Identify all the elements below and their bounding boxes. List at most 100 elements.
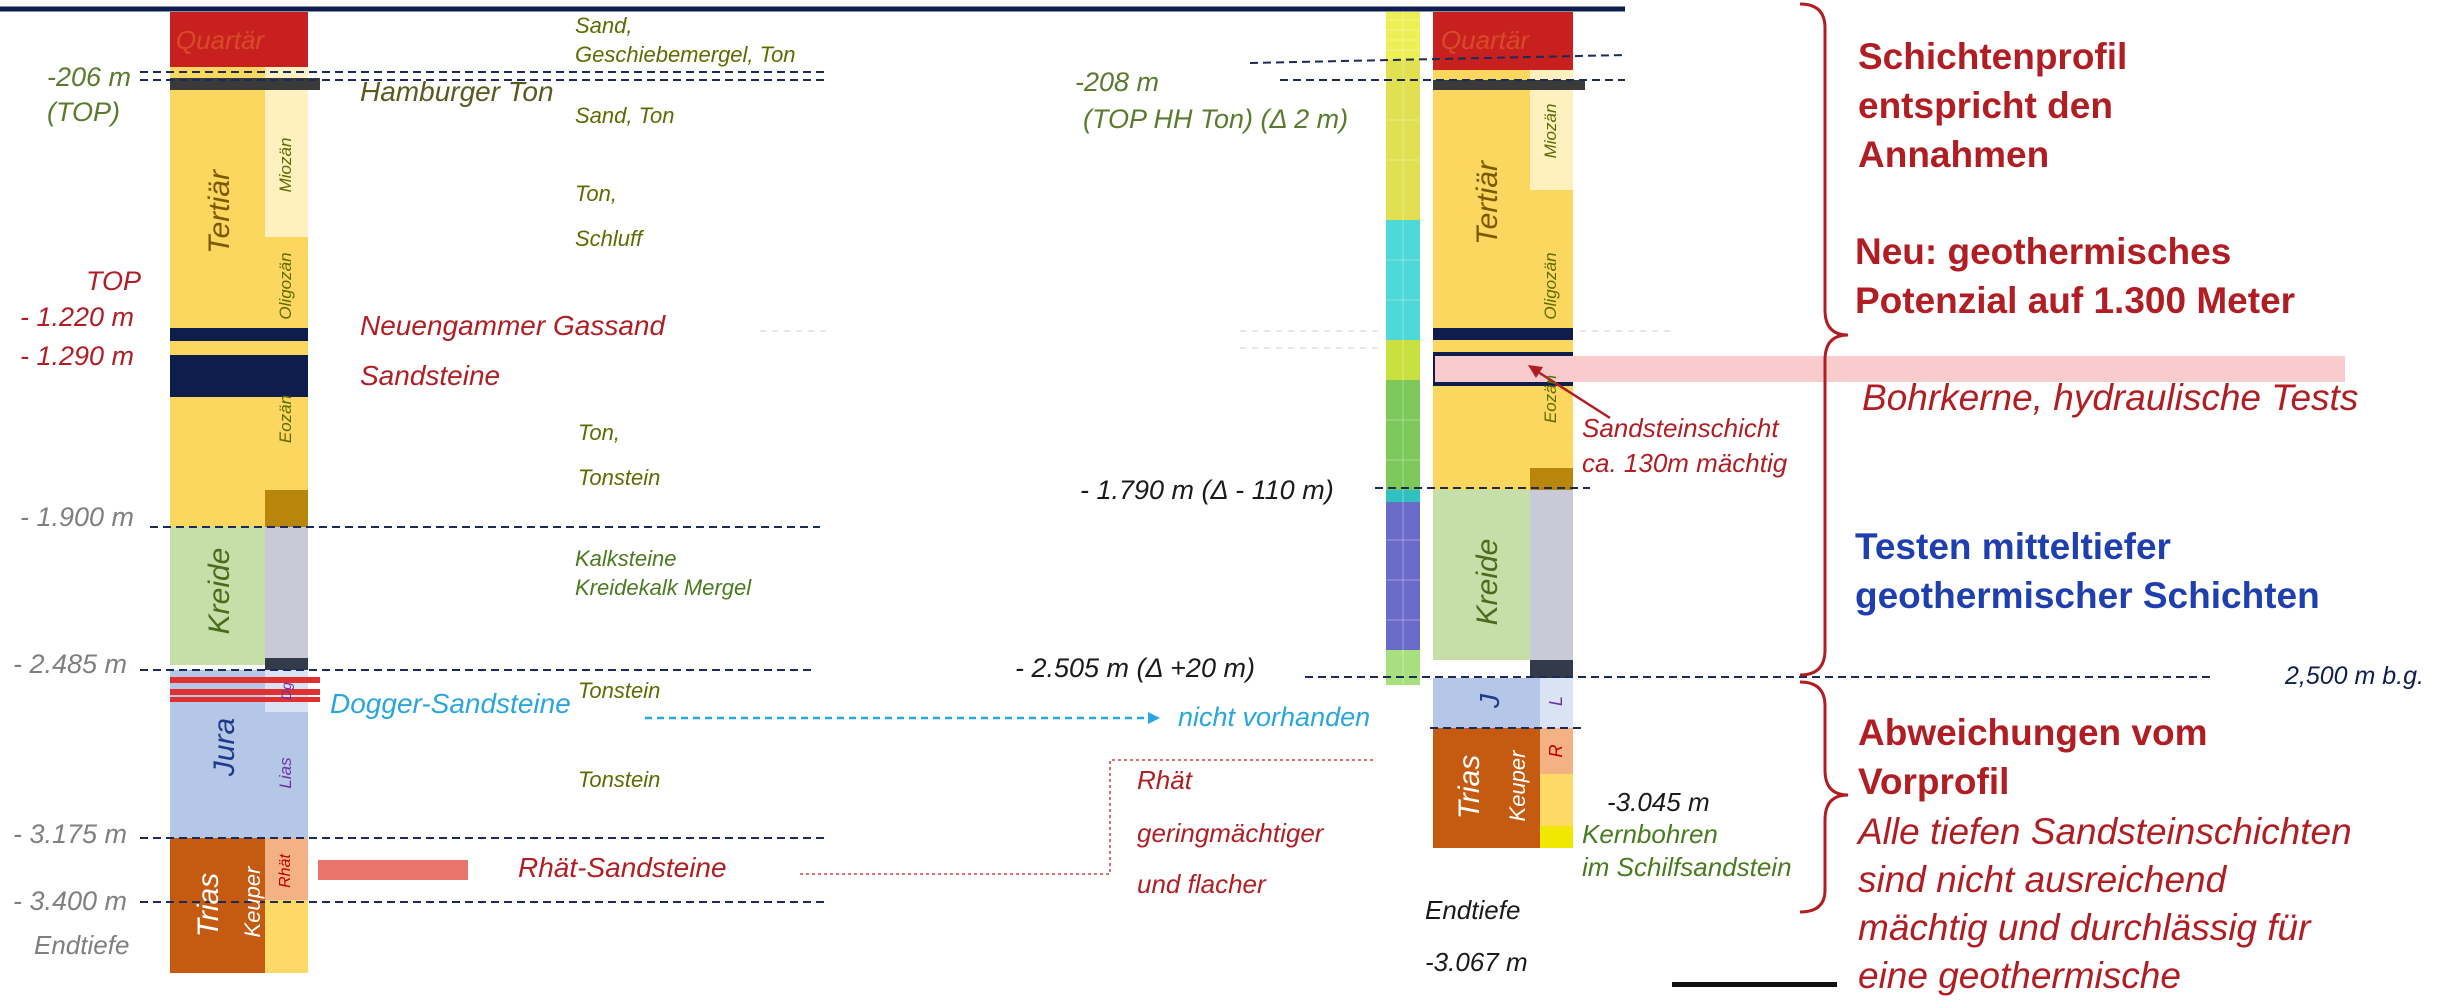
summary-heading-3: Testen mitteltiefer geothermischer Schic… [1855,523,2320,621]
left-depth-1900: - 1.900 m [20,502,135,532]
left-jura-label: Jura [208,717,241,777]
left-dogger-stripe-1 [170,677,320,683]
left-depth-2485: - 2.485 m [13,649,128,679]
summary-line-1: Schichtenprofil [1858,36,2128,77]
lith-sand-ton: Sand, Ton [575,103,675,128]
right-lias-label: L [1546,696,1566,707]
lith-kalksteine: Kalksteine [575,546,677,571]
lith-tonstein-1: Tonstein [578,465,661,490]
abweichungen-line-2: Vorprofil [1858,760,2010,802]
left-eozaen-label: Eozän [276,394,295,444]
sandstein-highlight-bar [1435,356,2345,382]
right-quartaer-label: Quartär [1440,25,1530,55]
sandsteinschicht-label: Sandsteinschicht [1582,413,1779,443]
right-quartaer-block [1433,12,1573,70]
right-endtiefe: Endtiefe [1425,895,1521,925]
right-eozaen-label: Eozän [1541,374,1560,424]
right-dashed-lines [1249,54,2210,729]
right-depth-2505: - 2.505 m (Δ +20 m) [1015,653,1255,683]
left-miozaen-label: Miozän [276,137,295,193]
left-kreide-base [265,658,308,670]
left-dogger-stripe-3 [170,697,320,702]
left-endtiefe: Endtiefe [34,930,130,960]
left-rhaet-block [265,838,308,900]
right-oligozaen-label: Oligozän [1541,252,1560,320]
lith-geschiebemergel: Geschiebemergel, Ton [575,42,796,67]
deviation-description: Alle tiefen Sandsteinschichten sind nich… [1858,808,2352,1000]
dogger-arrow-head [1148,712,1160,724]
well-log-strip [1386,12,1420,685]
kernbohren-label: Kernbohren [1582,819,1718,849]
right-rhaet-label: R [1546,744,1566,758]
rhaet-note-1: Rhät [1137,765,1192,795]
summary-heading-1: Schichtenprofil entspricht den Annahmen [1858,33,2127,179]
left-oligozaen-label: Oligozän [276,252,295,320]
sandstein-pointer-head [1528,365,1543,378]
sandstein-pointer-line [1534,368,1611,420]
right-depth-3067: -3.067 m [1425,947,1528,977]
abweichungen-line-1: Abweichungen vom [1858,712,2208,753]
bohrkerne-label: Bohrkerne, hydraulische Tests [1862,377,2359,418]
right-keuper-lower [1540,774,1573,826]
left-depth-206: -206 m [47,62,132,92]
lith-schluff: Schluff [575,226,643,251]
left-tertiaer-label: Tertiär [203,170,236,254]
deviation-line-4: eine geothermische [1858,955,2181,997]
lith-ton-2: Ton, [578,420,621,445]
left-depth-3400: - 3.400 m [13,886,128,916]
left-dashed-lines [140,71,825,903]
right-depth-1790: - 1.790 m (Δ - 110 m) [1080,475,1334,505]
right-gassand-band [1433,328,1573,340]
left-column [170,12,320,973]
right-eozaen-marker [1530,468,1573,490]
bottom-black-bar [1672,982,1837,987]
testen-line-2: geothermischer Schichten [1855,574,2320,616]
right-top-hh-ton: (TOP HH Ton) (Δ 2 m) [1083,104,1349,134]
right-kreide-epoch [1530,490,1573,660]
deviation-line-1: Alle tiefen Sandsteinschichten [1858,811,2352,852]
lith-tonstein-2: Tonstein [578,678,661,703]
rhaet-note-3: und flacher [1137,869,1266,899]
right-column [1433,12,1585,848]
sandsteinschicht-thickness: ca. 130m mächtig [1582,448,1788,478]
left-quartaer-label: Quartär [175,25,265,55]
rhaet-connector [800,759,1375,875]
hamburger-ton-label: Hamburger Ton [360,76,554,107]
lith-ton-1: Ton, [575,181,618,206]
right-lias-block [1540,678,1573,728]
left-eozaen-marker [265,490,308,527]
bg-2500-label: 2,500 m b.g. [2285,662,2424,690]
right-schilfsandstein-block [1540,826,1573,848]
left-top-label-2: TOP [86,266,142,296]
nicht-vorhanden-label: nicht vorhanden [1178,702,1371,732]
right-depth-3045: -3.045 m [1607,787,1710,817]
right-depth-208: -208 m [1075,67,1160,97]
summary-line-2: entspricht den [1858,84,2113,126]
left-depth-1290: - 1.290 m [20,341,135,371]
right-miozaen-label: Miozän [1541,103,1560,159]
right-trias-label: Trias [1453,754,1486,820]
left-lias-label: Lias [276,757,295,789]
left-kreide-epoch [265,527,308,665]
rhaet-sandstone-bar [318,860,468,880]
lith-kreidekalk: Kreidekalk Mergel [575,575,752,600]
left-depth-3175: - 3.175 m [13,819,128,849]
summary-heading-2: Neu: geothermisches Potenzial auf 1.300 … [1855,228,2295,326]
left-dogger-stripe-2 [170,689,320,695]
left-miozaen-block [265,67,308,237]
deviation-line-2: sind nicht ausreichend [1858,859,2227,901]
left-quartaer-block [170,12,308,67]
left-dogger-label: Dg [278,682,294,700]
right-rhaet-block [1540,728,1573,774]
right-kreide-base [1530,660,1573,678]
right-jura-label: J [1474,694,1505,708]
left-kreide-label: Kreide [203,547,236,635]
summary-new-line-1: Neu: geothermisches [1855,231,2232,272]
sandsteine-label: Sandsteine [360,360,501,391]
left-sandsteine-band [170,355,308,397]
lith-sand: Sand, [575,13,633,38]
left-keuper-label: Keuper [240,866,265,938]
deviation-line-3: mächtig und durchlässig für [1858,907,2311,949]
